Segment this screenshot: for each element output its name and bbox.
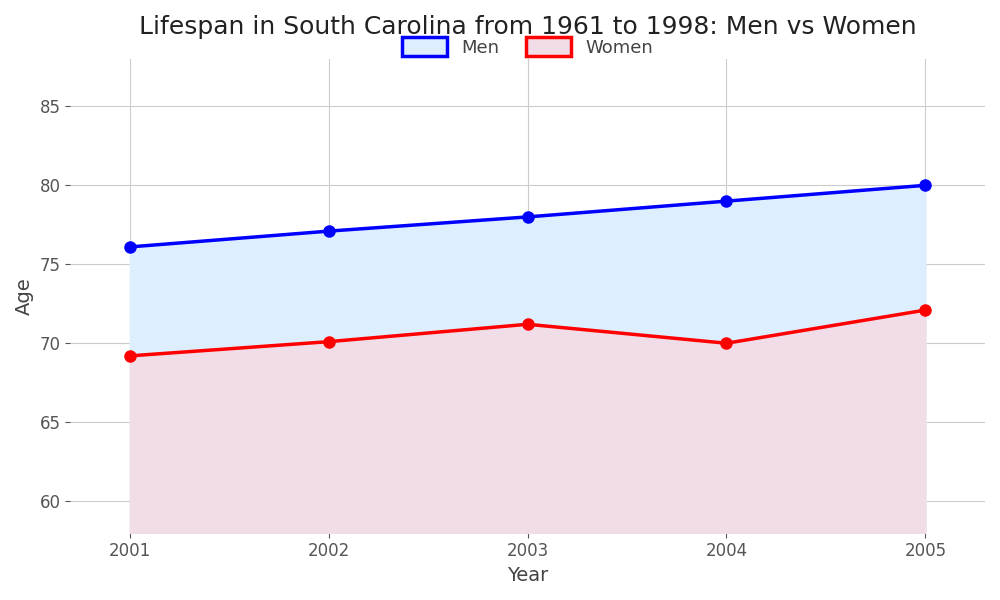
Women bbox=[124, 352, 136, 359]
Women bbox=[522, 320, 534, 328]
Men bbox=[522, 214, 534, 221]
Women bbox=[323, 338, 335, 345]
Title: Lifespan in South Carolina from 1961 to 1998: Men vs Women: Lifespan in South Carolina from 1961 to … bbox=[139, 15, 916, 39]
Y-axis label: Age: Age bbox=[15, 277, 34, 315]
Men bbox=[323, 227, 335, 235]
Men bbox=[919, 182, 931, 189]
Line: Men: Men bbox=[124, 180, 931, 253]
Women bbox=[919, 307, 931, 314]
Men bbox=[124, 244, 136, 251]
Men bbox=[720, 197, 732, 205]
X-axis label: Year: Year bbox=[507, 566, 548, 585]
Women bbox=[720, 340, 732, 347]
Line: Women: Women bbox=[124, 305, 931, 361]
Legend: Men, Women: Men, Women bbox=[394, 30, 661, 64]
